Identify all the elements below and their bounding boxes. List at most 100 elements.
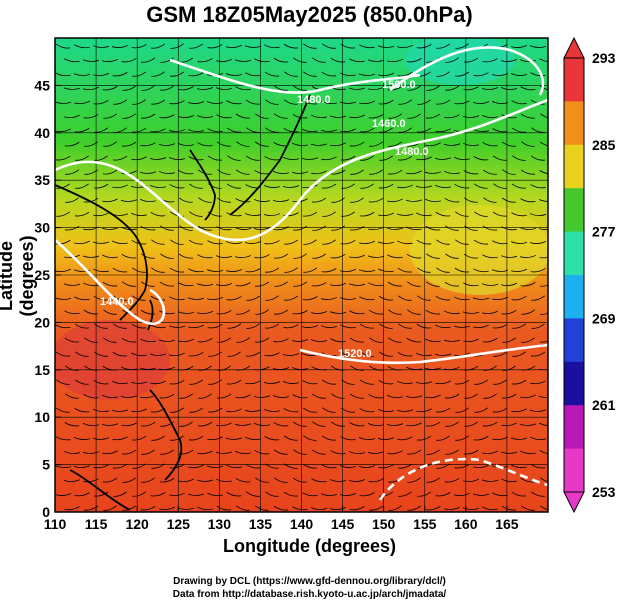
streamline [445,85,460,91]
streamline [397,44,414,49]
streamline [406,422,422,427]
contour-label: 1500.0 [382,79,416,91]
streamline [330,282,347,286]
streamline [435,211,451,217]
streamline [349,393,364,399]
streamline [388,113,402,119]
streamline [501,309,517,315]
streamline [474,379,488,385]
streamline [264,127,279,133]
streamline [311,478,327,483]
streamline [207,44,223,49]
map-grid [55,38,548,512]
streamline [502,337,516,343]
streamline [169,352,185,357]
streamline [303,435,317,441]
streamline [169,184,185,189]
streamline [217,337,232,343]
streamline [540,113,548,119]
streamline [178,170,194,175]
streamline [379,491,394,497]
streamline [330,142,346,147]
streamline [93,379,109,385]
streamline [492,296,508,301]
streamline [132,71,147,77]
x-tick-label: 155 [413,516,437,532]
streamline [55,493,72,496]
streamline [265,295,279,301]
streamline [83,309,99,315]
streamline [132,491,146,497]
streamline [131,212,147,217]
streamline [519,227,537,230]
contour-label: 1440.0 [100,296,134,308]
streamline [511,100,527,105]
streamline [188,183,203,189]
streamline [169,267,185,273]
streamline [234,423,252,426]
streamline [244,45,262,48]
streamline [416,408,432,413]
y-tick-label: 45 [34,77,50,93]
streamline [102,254,118,259]
streamline [93,295,109,301]
streamline [358,437,376,440]
streamline [464,225,478,231]
streamline [387,281,403,287]
streamline [234,255,252,258]
streamline [197,421,213,427]
streamline [368,113,384,119]
streamline [474,407,488,413]
streamline [83,282,99,287]
streamline [150,324,166,329]
x-tick-label: 140 [290,516,314,532]
streamline [74,492,90,497]
streamline [189,43,204,49]
streamline [207,296,224,300]
streamline [331,197,345,203]
streamline [521,505,535,511]
streamline [473,183,488,189]
streamline [455,71,470,77]
streamline [511,183,526,189]
streamline [454,463,470,469]
streamline [84,141,98,147]
streamline [521,309,536,315]
streamline [454,100,470,105]
streamline [55,436,71,441]
colorbar-swatch [564,188,584,233]
streamline [158,170,175,174]
streamline [208,351,222,357]
streamline [63,87,81,90]
streamline [84,505,99,511]
streamline [473,324,489,329]
streamline [512,323,526,329]
streamline [454,267,470,273]
streamline [216,478,232,483]
streamline [425,113,441,119]
streamline [473,435,489,441]
streamline [388,141,402,147]
streamline [113,295,127,301]
streamline [387,169,403,175]
streamline [160,449,174,455]
streamline [321,156,337,161]
streamline [462,115,480,118]
streamline [187,297,205,300]
streamline [160,421,174,427]
streamline [312,421,326,427]
streamline [63,450,80,454]
streamline [426,449,440,455]
streamline [236,141,250,147]
streamline [102,58,119,62]
streamline [311,282,327,287]
streamline [226,491,242,497]
streamline [416,156,432,161]
streamline [386,394,403,398]
streamline [141,57,156,63]
contour-1520 [299,343,548,365]
streamline [520,477,536,483]
streamline [92,241,110,244]
streamline [226,127,241,133]
streamline [131,156,147,161]
